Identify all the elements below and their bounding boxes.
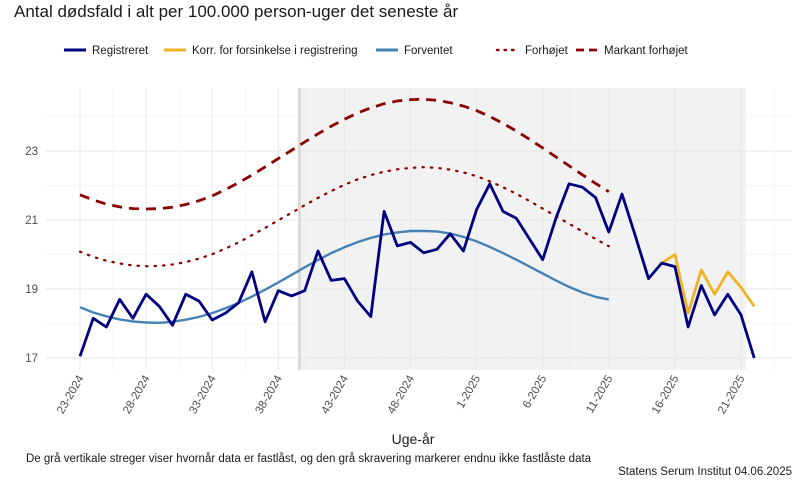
x-tick-label: 21-2025 (716, 374, 748, 417)
x-tick-label: 1-2025 (455, 373, 483, 410)
x-tick-label: 38-2024 (253, 373, 285, 416)
x-tick-label: 43-2024 (319, 373, 351, 416)
chart-caption: De grå vertikale streger viser hvornår d… (26, 453, 592, 465)
source-credit: Statens Serum Institut 04.06.2025 (618, 466, 792, 478)
series-line-registered (78, 182, 756, 359)
x-tick-label: 16-2025 (650, 374, 682, 417)
legend-label-registered: Registreret (92, 45, 149, 57)
series-line-corrected (660, 253, 756, 315)
x-tick-label: 11-2025 (584, 374, 615, 416)
series-line-expected (79, 229, 610, 324)
y-tick-label: 19 (25, 284, 38, 296)
x-tick-label: 23-2024 (55, 373, 87, 416)
y-tick-label: 17 (25, 353, 38, 365)
plot-area: 17 19 21 23 23-2024 28-2024 33-2024 38-2024 43-2… (25, 88, 792, 416)
legend-label-expected: Forventet (404, 45, 453, 57)
series-line-markedly (79, 97, 610, 211)
series-line-elevated (78, 166, 610, 268)
legend-label-corrected: Korr. for forsinkelse i registrering (192, 45, 358, 57)
legend-label-elevated: Forhøjet (525, 45, 569, 57)
x-axis-title: Uge-år (392, 431, 435, 447)
y-tick-label: 23 (25, 146, 38, 158)
x-tick-label: 6-2025 (521, 374, 549, 411)
y-tick-label: 21 (25, 215, 38, 227)
chart-title: Antal dødsfald i alt per 100.000 person-… (14, 2, 459, 21)
x-tick-label: 48-2024 (386, 373, 418, 416)
legend: Registreret Korr. for forsinkelse i regis… (64, 45, 689, 57)
x-tick-label: 33-2024 (187, 373, 219, 416)
x-tick-label: 28-2024 (121, 373, 153, 416)
legend-label-markedly: Markant forhøjet (604, 45, 689, 57)
